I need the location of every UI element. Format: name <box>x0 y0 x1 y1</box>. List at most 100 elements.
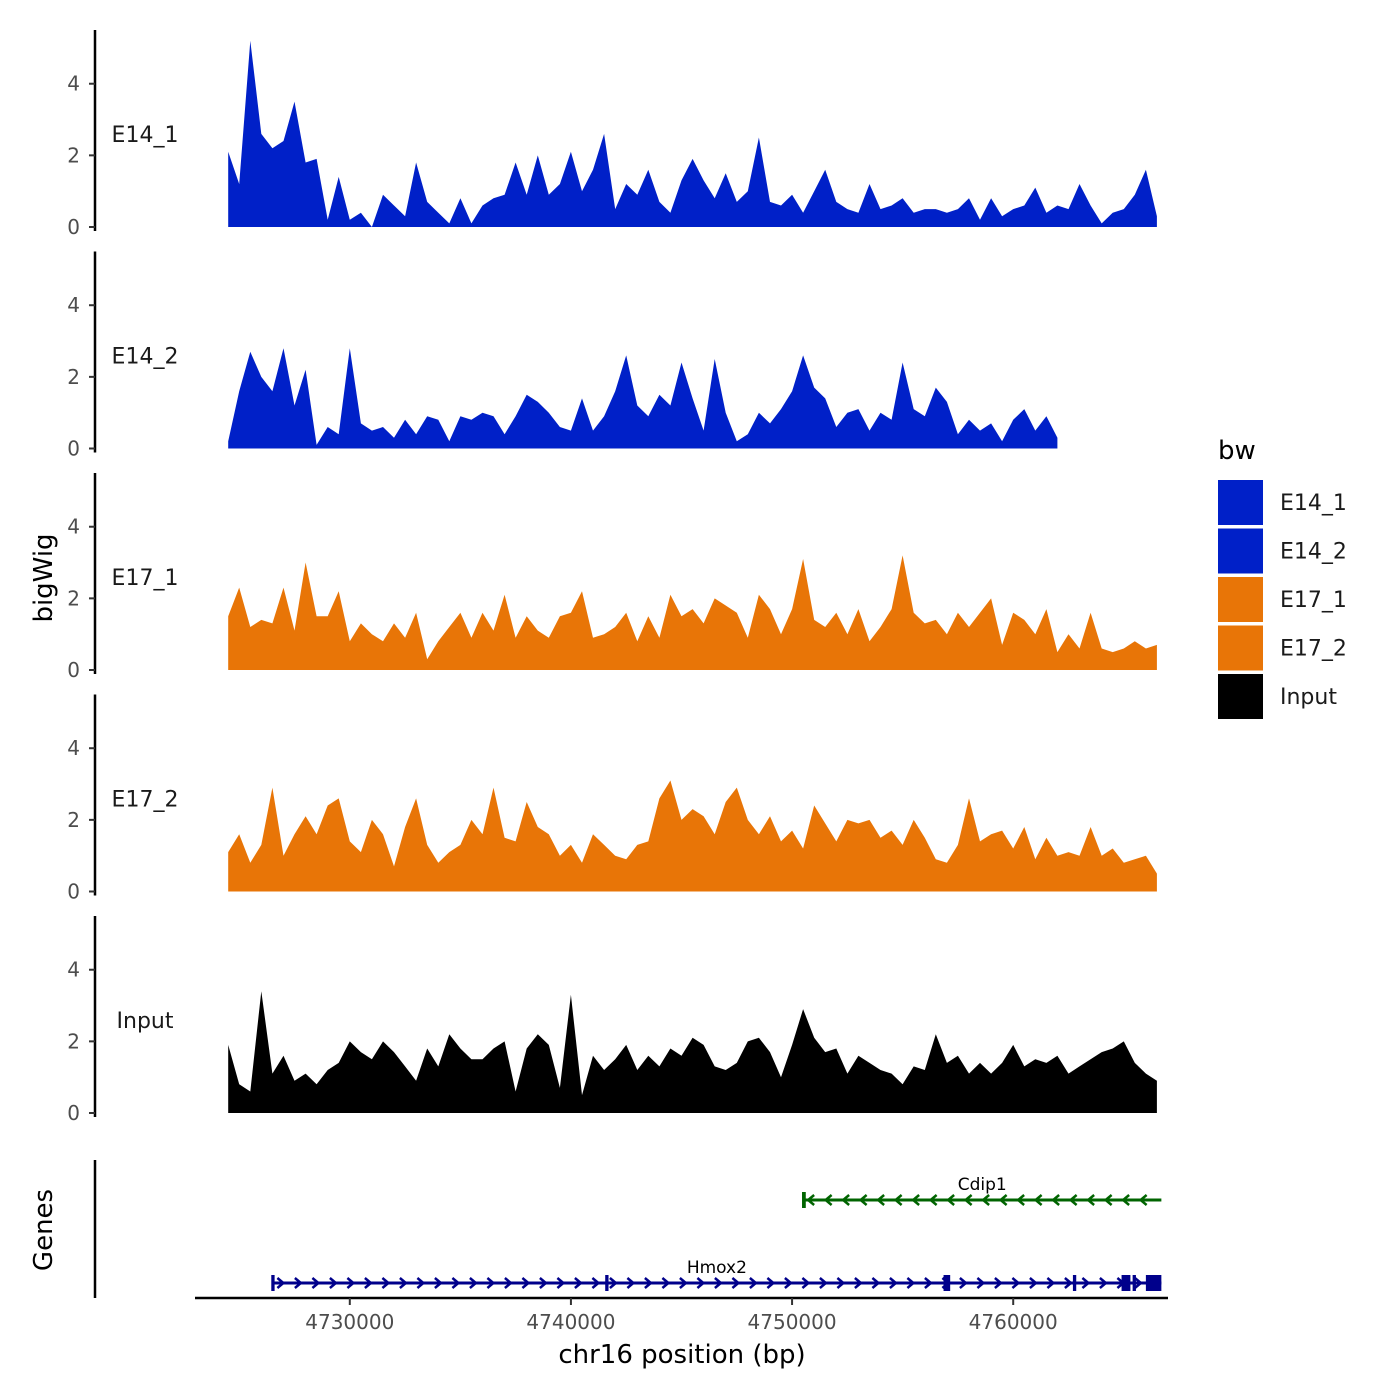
legend-item: E14_2 <box>1218 528 1347 574</box>
y-tick-label: 4 <box>67 958 80 982</box>
legend-swatch <box>1218 480 1263 525</box>
strand-arrow <box>858 1194 868 1206</box>
y-tick-label: 0 <box>67 880 80 904</box>
strand-arrow <box>1064 1277 1073 1289</box>
strand-arrow <box>1033 1194 1043 1206</box>
strand-arrow <box>591 1277 601 1289</box>
strand-arrow <box>981 1194 990 1206</box>
coverage-area <box>228 348 1058 449</box>
strand-arrow <box>714 1277 723 1289</box>
strand-arrow <box>381 1277 391 1289</box>
y-tick-label: 0 <box>67 215 80 239</box>
gene-cdip1: Cdip1 <box>802 1175 1162 1208</box>
strand-arrow <box>994 1277 1003 1289</box>
strand-arrow <box>784 1277 793 1289</box>
track-input: 0 2 4 Input <box>67 916 1157 1125</box>
strand-arrow <box>539 1277 548 1289</box>
strand-arrow <box>521 1277 531 1289</box>
legend-swatch <box>1218 577 1263 622</box>
strand-arrow <box>801 1277 811 1289</box>
strand-arrow <box>806 1194 815 1206</box>
strand-arrow <box>854 1277 863 1289</box>
strand-arrow <box>1134 1277 1143 1289</box>
strand-arrow <box>696 1277 706 1289</box>
legend-item: E14_1 <box>1218 480 1347 525</box>
coverage-area <box>228 555 1157 670</box>
strand-arrow <box>959 1277 968 1289</box>
legend-title: bw <box>1218 436 1256 466</box>
strand-arrow <box>1051 1194 1060 1206</box>
exon <box>271 1275 275 1291</box>
strand-arrow <box>311 1277 321 1289</box>
strand-arrow <box>924 1277 933 1289</box>
coverage-area <box>228 991 1157 1113</box>
exon <box>943 1275 951 1291</box>
strand-arrow <box>486 1277 496 1289</box>
x-axis-title: chr16 position (bp) <box>558 1340 805 1370</box>
strand-arrow <box>871 1277 881 1289</box>
y-tick-label: 2 <box>67 808 80 832</box>
exon <box>605 1275 609 1291</box>
strand-arrow <box>451 1277 461 1289</box>
legend-label: E17_1 <box>1280 588 1347 613</box>
y-tick-label: 4 <box>67 736 80 760</box>
strand-arrow <box>731 1277 741 1289</box>
y-tick-label: 2 <box>67 365 80 389</box>
y-tick-label: 2 <box>67 1029 80 1053</box>
track-label: E17_2 <box>112 788 179 813</box>
legend-swatch <box>1218 528 1263 574</box>
strand-arrow <box>469 1277 478 1289</box>
x-tick-label: 4750000 <box>748 1310 837 1334</box>
strand-arrow <box>1099 1277 1108 1289</box>
strand-arrow <box>574 1277 583 1289</box>
strand-arrow <box>976 1277 986 1289</box>
y-tick-label: 2 <box>67 586 80 610</box>
gene-label: Hmox2 <box>687 1258 747 1278</box>
strand-arrow <box>364 1277 373 1289</box>
strand-arrow <box>556 1277 566 1289</box>
legend-item: Input <box>1218 674 1337 719</box>
track-e14-1: 0 2 4 E14_1 <box>67 30 1157 239</box>
strand-arrow <box>766 1277 776 1289</box>
strand-arrow <box>1086 1194 1095 1206</box>
legend-swatch <box>1218 674 1263 719</box>
strand-arrow <box>893 1194 903 1206</box>
gene-hmox2: Hmox2 <box>271 1258 1162 1291</box>
strand-arrow <box>963 1194 973 1206</box>
track-label: E14_2 <box>112 345 179 370</box>
strand-arrow <box>911 1194 920 1206</box>
genes-panel: Cdip1 Hmox2 <box>93 1160 1162 1298</box>
strand-arrow <box>1081 1277 1091 1289</box>
legend-item: E17_1 <box>1218 577 1347 622</box>
strand-arrow <box>1029 1277 1038 1289</box>
strand-arrow <box>841 1194 850 1206</box>
exon <box>1145 1275 1162 1291</box>
strand-arrow <box>906 1277 916 1289</box>
legend-label: Input <box>1280 685 1337 710</box>
track-e14-2: 0 2 4 E14_2 <box>67 251 1058 461</box>
x-tick-label: 4760000 <box>969 1310 1058 1334</box>
strand-arrow <box>1068 1194 1078 1206</box>
strand-arrow <box>749 1277 758 1289</box>
strand-arrow <box>679 1277 688 1289</box>
y-tick-label: 2 <box>67 143 80 167</box>
y-axis-title: bigWig <box>29 533 59 622</box>
strand-arrow <box>434 1277 443 1289</box>
strand-arrow <box>1016 1194 1025 1206</box>
strand-arrow <box>946 1194 955 1206</box>
strand-arrow <box>819 1277 828 1289</box>
strand-arrow <box>661 1277 671 1289</box>
track-label: E17_1 <box>112 566 179 591</box>
strand-arrow <box>889 1277 898 1289</box>
gene-label: Cdip1 <box>958 1175 1007 1195</box>
legend-item: E17_2 <box>1218 625 1347 671</box>
y-tick-label: 4 <box>67 515 80 539</box>
strand-arrow <box>399 1277 408 1289</box>
y-tick-label: 0 <box>67 658 80 682</box>
coverage-area <box>228 780 1157 892</box>
y-tick-label: 0 <box>67 1101 80 1125</box>
exon <box>802 1192 806 1208</box>
strand-arrow <box>504 1277 513 1289</box>
x-axis: 4730000 4740000 4750000 4760000 <box>195 1296 1168 1334</box>
track-e17-2: 0 2 4 E17_2 <box>67 694 1157 904</box>
